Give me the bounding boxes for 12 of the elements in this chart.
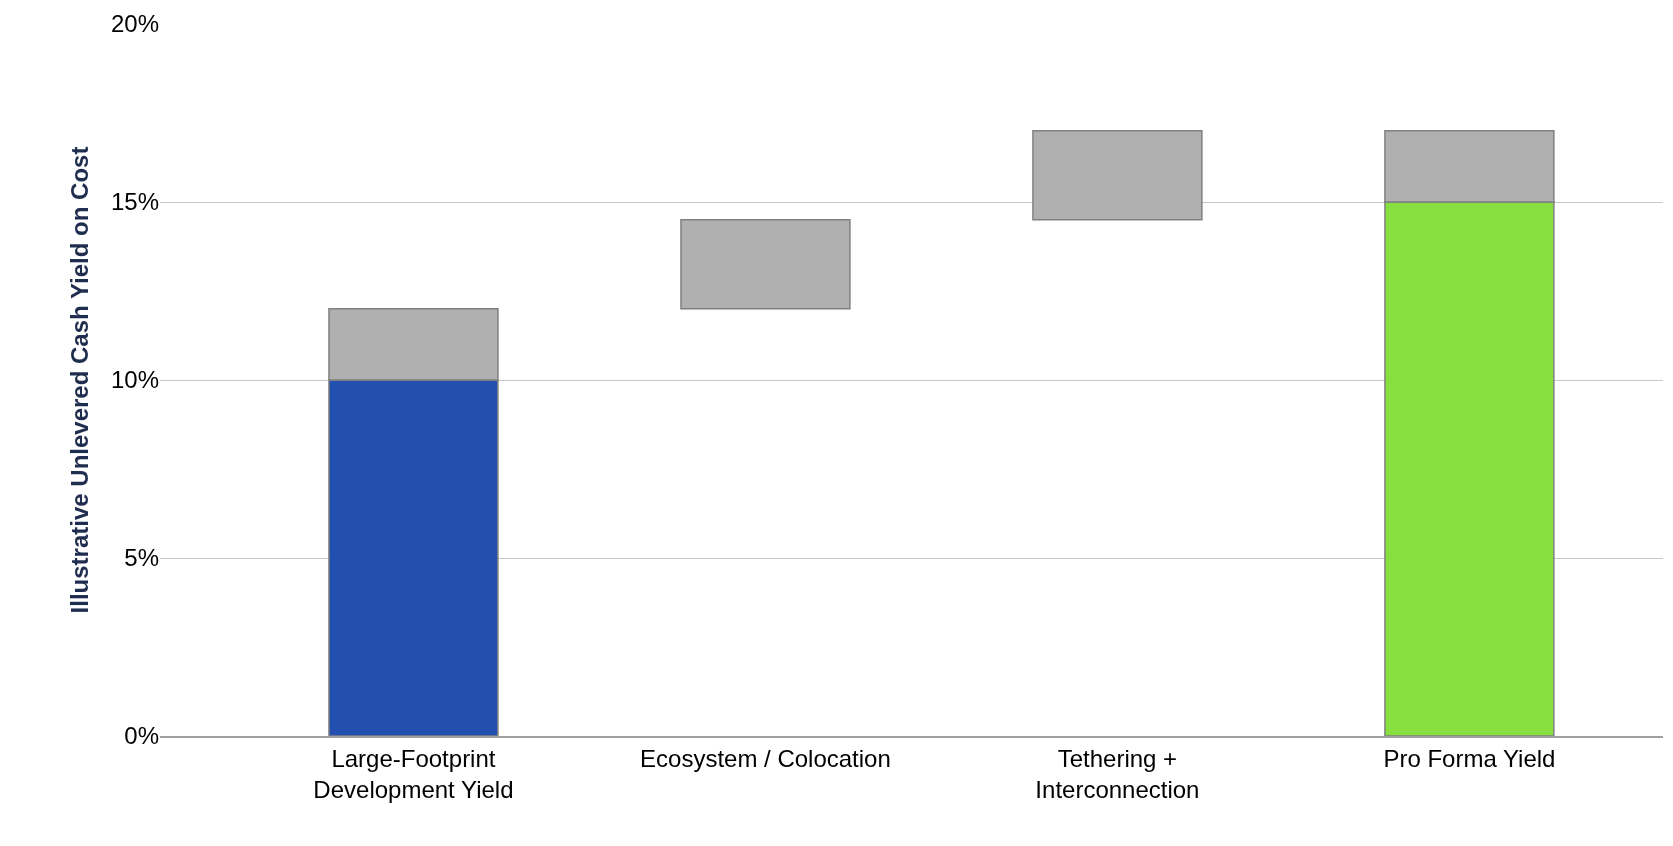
- x-tick-label: Large-Footprint Development Yield: [313, 744, 514, 803]
- x-tick-label: Ecosystem / Colocation: [640, 744, 891, 772]
- y-tick-label: 0%: [124, 722, 159, 750]
- y-axis-title: Illustrative Unlevered Cash Yield on Cost: [66, 146, 94, 614]
- x-tick-label: Tethering + Interconnection: [1035, 744, 1200, 803]
- bar: [680, 219, 851, 310]
- y-tick-label: 15%: [110, 188, 159, 216]
- y-tick-label: 5%: [124, 544, 159, 572]
- y-tick-label: 10%: [110, 366, 159, 394]
- x-tick-label: Pro Forma Yield: [1383, 744, 1556, 772]
- y-tick-label: 20%: [110, 10, 159, 38]
- bar: [1032, 130, 1203, 221]
